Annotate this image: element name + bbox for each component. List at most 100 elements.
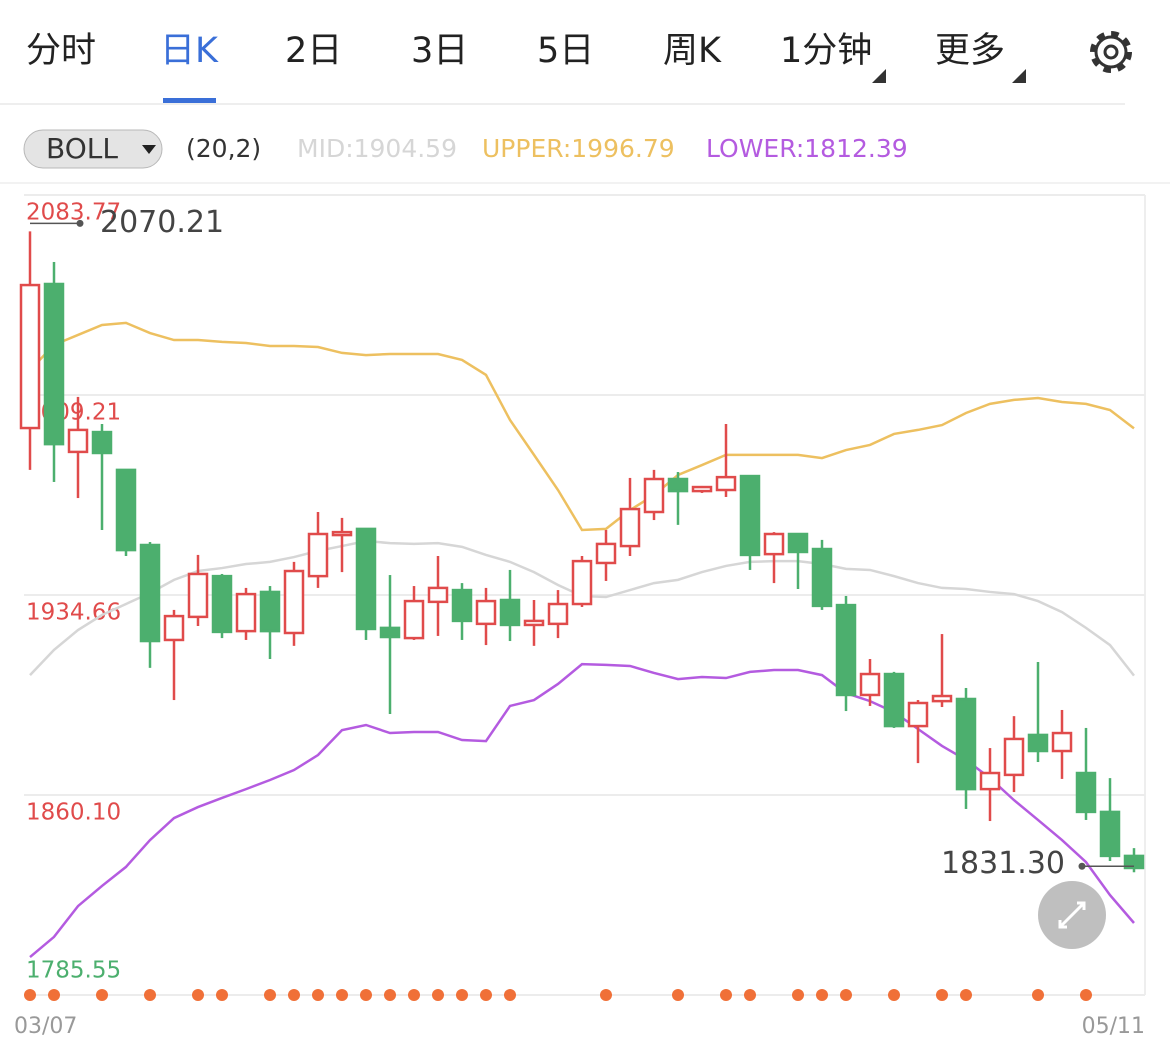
- candle-body: [355, 527, 377, 631]
- y-tick-label: 1860.10: [26, 800, 121, 826]
- tab[interactable]: 分时: [26, 31, 96, 71]
- candle-body: [379, 626, 401, 639]
- signal-dot: [960, 989, 972, 1001]
- signal-dot: [1080, 989, 1092, 1001]
- signal-dot: [456, 989, 468, 1001]
- signal-dot: [192, 989, 204, 1001]
- candle-body: [307, 532, 329, 578]
- candle-body: [451, 588, 473, 623]
- candle-body: [667, 477, 689, 493]
- signal-dot: [840, 989, 852, 1001]
- signal-dot: [288, 989, 300, 1001]
- candle-body: [763, 532, 785, 556]
- signal-dot: [408, 989, 420, 1001]
- indicator-params: (20,2): [186, 134, 261, 163]
- candle-body: [139, 543, 161, 643]
- candle-body: [979, 771, 1001, 791]
- signal-dot: [1032, 989, 1044, 1001]
- band-line: [29, 662, 1135, 958]
- legend-lower: LOWER:1812.39: [706, 134, 908, 163]
- dropdown-corner: [872, 69, 886, 83]
- x-tick-label: 05/11: [1082, 1014, 1145, 1039]
- signal-dot: [816, 989, 828, 1001]
- signal-dot: [24, 989, 36, 1001]
- signal-dot: [432, 989, 444, 1001]
- expand-icon: [1058, 901, 1086, 929]
- candle-body: [187, 572, 209, 619]
- candle-body: [115, 468, 137, 552]
- tab[interactable]: 周K: [663, 31, 722, 71]
- candle-body: [1027, 733, 1049, 753]
- candle-body: [163, 614, 185, 642]
- candle-body: [1003, 737, 1025, 777]
- candle-body: [19, 283, 41, 430]
- candle-body: [859, 672, 881, 697]
- candle-body: [547, 602, 569, 626]
- candle-body: [235, 592, 257, 633]
- indicator-select[interactable]: [23, 129, 163, 169]
- candle-body: [403, 599, 425, 640]
- signal-dot: [720, 989, 732, 1001]
- settings-icon[interactable]: [1090, 31, 1132, 73]
- candle-body: [523, 619, 545, 627]
- signal-dot: [312, 989, 324, 1001]
- candle-body: [931, 694, 953, 703]
- tab[interactable]: 1分钟: [780, 31, 872, 71]
- candle-body: [1075, 771, 1097, 814]
- signal-dot: [216, 989, 228, 1001]
- signal-dot: [96, 989, 108, 1001]
- signal-dot: [48, 989, 60, 1001]
- candle-body: [907, 701, 929, 728]
- indicator-bar: BOLL (20,2) MID:1904.59 UPPER:1996.79 LO…: [23, 129, 908, 169]
- signal-dot: [888, 989, 900, 1001]
- candle-body: [739, 474, 761, 557]
- candle-body: [787, 532, 809, 554]
- gear-ring: [1094, 35, 1128, 69]
- candle-body: [211, 574, 233, 634]
- y-tick-label: 2009.21: [26, 400, 121, 426]
- candle-body: [619, 507, 641, 548]
- legend-mid: MID:1904.59: [297, 134, 457, 163]
- candle-body: [715, 475, 737, 492]
- candle-body: [91, 430, 113, 455]
- tab[interactable]: 2日: [285, 31, 342, 71]
- signal-dot: [672, 989, 684, 1001]
- candle-body: [331, 530, 353, 537]
- signal-dot: [480, 989, 492, 1001]
- candle-body: [811, 547, 833, 608]
- candle-body: [1123, 854, 1145, 870]
- min-dot: [1078, 862, 1086, 870]
- band-line: [29, 321, 1135, 532]
- candle-body: [43, 282, 65, 446]
- max-dot: [76, 219, 84, 227]
- signal-dot: [936, 989, 948, 1001]
- x-tick-label: 03/07: [14, 1014, 77, 1039]
- candle-body: [1099, 810, 1121, 858]
- max-label: 2070.21: [100, 205, 224, 240]
- tab-underline: [163, 98, 216, 103]
- gear-hole: [1103, 44, 1119, 60]
- gear-teeth: [1090, 31, 1132, 73]
- candle-body: [883, 672, 905, 728]
- dropdown-arrow: [142, 145, 156, 154]
- candle-body: [571, 559, 593, 606]
- candle-body: [427, 586, 449, 604]
- candle-body: [259, 590, 281, 633]
- candle-body: [595, 542, 617, 565]
- candle-body: [691, 485, 713, 493]
- candle-body: [643, 477, 665, 514]
- candle-body: [475, 599, 497, 626]
- tab-active[interactable]: 日K: [160, 31, 219, 71]
- signal-dot: [504, 989, 516, 1001]
- signal-dot: [792, 989, 804, 1001]
- tab[interactable]: 更多: [935, 31, 1005, 71]
- tab[interactable]: 3日: [411, 31, 468, 71]
- candle-body: [955, 697, 977, 791]
- expand-button[interactable]: [1038, 881, 1106, 949]
- signal-dot: [264, 989, 276, 1001]
- candle-body: [283, 569, 305, 635]
- candle-body: [835, 603, 857, 697]
- tab[interactable]: 5日: [537, 31, 594, 71]
- candle-body: [1051, 731, 1073, 753]
